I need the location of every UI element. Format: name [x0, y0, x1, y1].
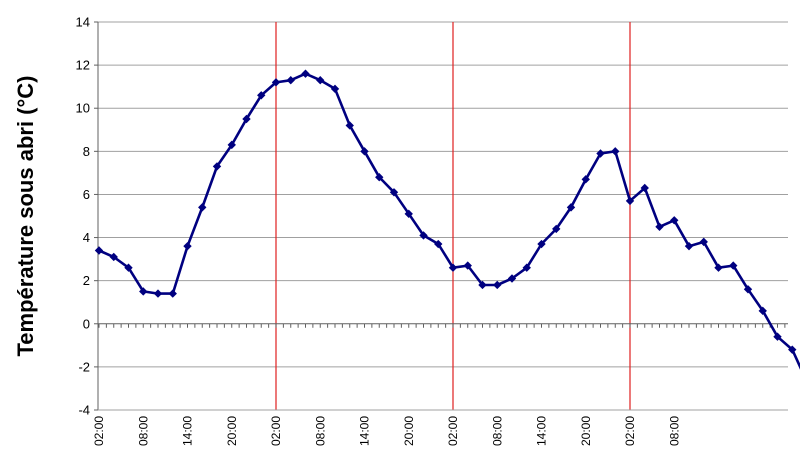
- x-tick-label: 02:00: [623, 416, 637, 446]
- data-point: [743, 285, 753, 294]
- x-tick-label: 20:00: [225, 416, 239, 446]
- data-point: [493, 280, 502, 290]
- x-tick-label: 08:00: [490, 416, 504, 446]
- data-point: [345, 121, 354, 130]
- data-point: [109, 252, 118, 262]
- x-tick-label: 20:00: [579, 416, 593, 446]
- data-point: [788, 345, 797, 354]
- data-point: [404, 209, 413, 219]
- data-point: [330, 84, 340, 94]
- gridlines: [98, 21, 788, 411]
- data-point: [124, 263, 133, 272]
- data-point: [729, 261, 738, 270]
- data-point: [478, 280, 487, 290]
- data-point: [537, 239, 546, 249]
- data-point: [581, 175, 590, 184]
- y-tick-label: 10: [76, 101, 90, 116]
- y-tick-label: 4: [83, 230, 90, 245]
- data-point: [153, 289, 163, 298]
- x-tick-label: 14:00: [535, 416, 549, 446]
- data-point: [463, 261, 472, 270]
- data-point: [271, 78, 281, 87]
- data-point: [168, 289, 177, 298]
- x-tick-label: 08:00: [136, 416, 150, 446]
- axes: [94, 21, 788, 411]
- y-tick-label: 0: [83, 316, 90, 331]
- series-group: [94, 69, 800, 370]
- data-point: [670, 216, 679, 225]
- data-point: [257, 91, 266, 100]
- y-axis-label: Température sous abri (°C): [13, 75, 38, 356]
- data-point: [212, 162, 222, 171]
- series-line: [98, 72, 800, 370]
- y-tick-label: 14: [76, 15, 90, 30]
- data-point: [389, 188, 399, 197]
- data-point: [522, 263, 531, 272]
- y-tick-label: 12: [76, 58, 90, 73]
- data-point: [301, 69, 310, 78]
- data-point: [507, 274, 517, 283]
- x-tick-label: 02:00: [446, 416, 460, 446]
- data-point: [758, 306, 767, 316]
- x-tick-label: 08:00: [313, 416, 327, 446]
- data-point: [198, 203, 207, 212]
- data-point: [227, 140, 236, 150]
- data-point: [640, 183, 649, 193]
- data-point: [566, 203, 576, 212]
- data-point: [552, 224, 561, 234]
- data-point: [360, 147, 369, 156]
- data-point: [714, 263, 723, 272]
- y-tick-label: 2: [83, 273, 90, 288]
- data-point: [183, 241, 192, 251]
- data-point: [655, 222, 664, 231]
- data-point: [316, 76, 325, 85]
- data-point: [625, 196, 635, 206]
- data-point: [375, 173, 384, 182]
- x-tick-labels: 02:00 08:00 14:00 20:00 02:00 08:00 14:00 20:00…: [92, 416, 681, 446]
- x-tick-label: 02:00: [269, 416, 283, 446]
- y-tick-label: 8: [83, 144, 90, 159]
- data-point: [94, 246, 104, 255]
- data-point: [448, 263, 458, 272]
- data-point: [596, 149, 605, 158]
- y-tick-label: -2: [78, 359, 90, 374]
- data-point: [286, 76, 295, 85]
- y-tick-label: 6: [83, 187, 90, 202]
- x-tick-label: 14:00: [358, 416, 372, 446]
- day-separators: [275, 22, 631, 410]
- data-point: [434, 239, 443, 249]
- data-point: [773, 332, 782, 341]
- y-tick-label: -4: [78, 403, 90, 418]
- data-point: [242, 114, 251, 124]
- data-point: [699, 237, 708, 247]
- x-tick-label: 14:00: [181, 416, 195, 446]
- y-tick-labels: -4 -2 0 2 4 6 8 10 12 14: [76, 15, 90, 418]
- data-point: [139, 287, 148, 296]
- data-point: [419, 231, 428, 240]
- data-point: [684, 241, 694, 251]
- x-tick-label: 02:00: [92, 416, 106, 446]
- data-point: [611, 147, 620, 156]
- x-tick-label: 08:00: [667, 416, 681, 446]
- x-tick-label: 20:00: [402, 416, 416, 446]
